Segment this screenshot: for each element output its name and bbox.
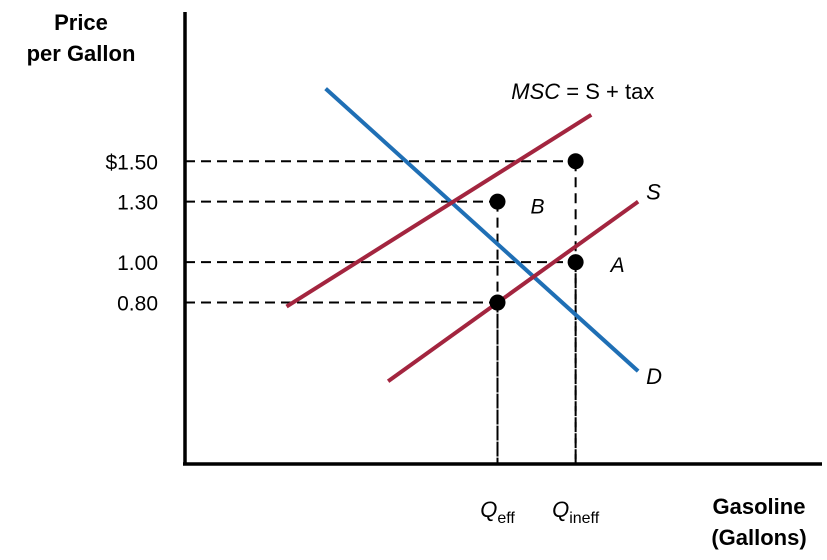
dashed-guides bbox=[185, 160, 577, 464]
y-tick-label: 1.30 bbox=[117, 192, 158, 215]
curve-s bbox=[386, 200, 640, 383]
point-marker bbox=[489, 294, 506, 311]
y-tick-label: $1.50 bbox=[105, 151, 158, 174]
x-axis-title-line1: Gasoline bbox=[713, 494, 806, 519]
curve-msc bbox=[285, 113, 593, 309]
x-axis-title-line2: (Gallons) bbox=[711, 525, 806, 550]
x-tick-label: Qeff bbox=[480, 497, 515, 527]
point-label-a: A bbox=[609, 254, 625, 277]
tick-labels: $1.50 1.30 1.00 0.80 Qeff Qineff bbox=[105, 151, 599, 527]
point-marker bbox=[567, 153, 584, 170]
y-tick-label: 1.00 bbox=[117, 252, 158, 275]
equilibrium-points: BA bbox=[489, 153, 625, 311]
curve-d bbox=[324, 87, 640, 373]
y-axis-title-line1: Price bbox=[54, 10, 108, 35]
curve-label-d: D bbox=[646, 364, 662, 389]
curve-label-msc: MSC = S + tax bbox=[511, 79, 654, 104]
point-label-b: B bbox=[531, 196, 545, 219]
curves: D MSC = S + tax S bbox=[285, 79, 662, 389]
x-tick-label: Qineff bbox=[552, 497, 600, 527]
curve-label-s: S bbox=[646, 180, 661, 205]
axes bbox=[183, 12, 822, 466]
point-marker bbox=[489, 193, 506, 210]
y-axis-title-line2: per Gallon bbox=[27, 41, 136, 66]
y-tick-label: 0.80 bbox=[117, 293, 158, 316]
point-marker bbox=[567, 254, 584, 271]
